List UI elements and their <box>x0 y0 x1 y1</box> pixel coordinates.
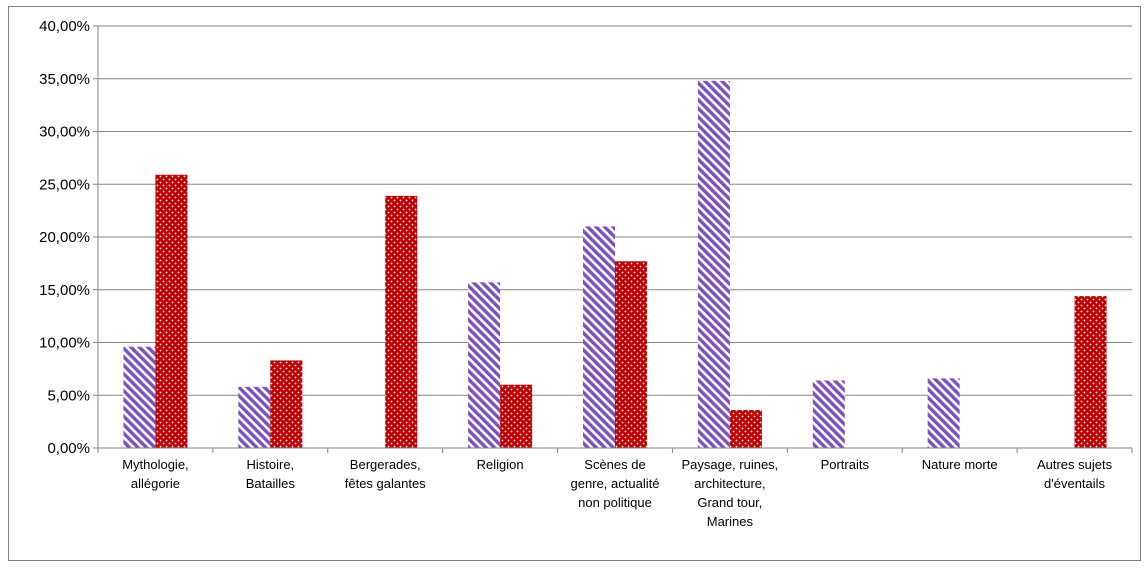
x-tick-label: Histoire, Batailles <box>246 457 296 491</box>
y-tick-label: 40,00% <box>39 18 90 35</box>
y-tick-label: 10,00% <box>39 335 90 352</box>
bar <box>123 346 156 448</box>
bar <box>583 226 615 448</box>
bar-chart: 0,00% 5,00% 10,00% 15,00% 20,00% 25,00% 30,00%… <box>39 18 1133 529</box>
bars <box>123 80 1107 449</box>
axes <box>93 25 1133 453</box>
y-tick-label: 30,00% <box>39 124 90 141</box>
x-tick-label: Scènes de genre, actualité non politique <box>571 457 660 510</box>
bar <box>155 174 188 448</box>
tick-labels: 0,00% 5,00% 10,00% 15,00% 20,00% 25,00% 30,00%… <box>39 18 1112 529</box>
y-tick-label: 0,00% <box>47 440 90 457</box>
x-tick-label: Portraits <box>821 457 870 472</box>
bar <box>729 410 762 448</box>
bar <box>385 195 418 448</box>
x-tick-label: Mythologie, allégorie <box>122 457 188 491</box>
x-tick-label: Religion <box>477 457 524 472</box>
chart-frame: 0,00% 5,00% 10,00% 15,00% 20,00% 25,00% 30,00%… <box>8 6 1141 561</box>
bar <box>238 386 271 448</box>
x-tick-label: Autres sujets d'éventails <box>1037 457 1113 491</box>
bar <box>500 384 533 448</box>
bar <box>1074 296 1107 448</box>
x-tick-label: Nature morte <box>922 457 998 472</box>
bar <box>615 261 647 448</box>
y-tick-label: 25,00% <box>39 176 90 193</box>
bar <box>927 378 960 448</box>
bar <box>697 80 730 449</box>
bar <box>812 380 845 448</box>
y-tick-label: 5,00% <box>47 387 90 404</box>
bar <box>468 282 501 448</box>
y-tick-label: 35,00% <box>39 71 90 88</box>
y-tick-label: 15,00% <box>39 282 90 299</box>
x-tick-label: Bergerades, fêtes galantes <box>345 457 426 491</box>
bar <box>270 360 303 448</box>
x-tick-label: Paysage, ruines, architecture, Grand tour,… <box>681 457 778 529</box>
y-tick-label: 20,00% <box>39 229 90 246</box>
